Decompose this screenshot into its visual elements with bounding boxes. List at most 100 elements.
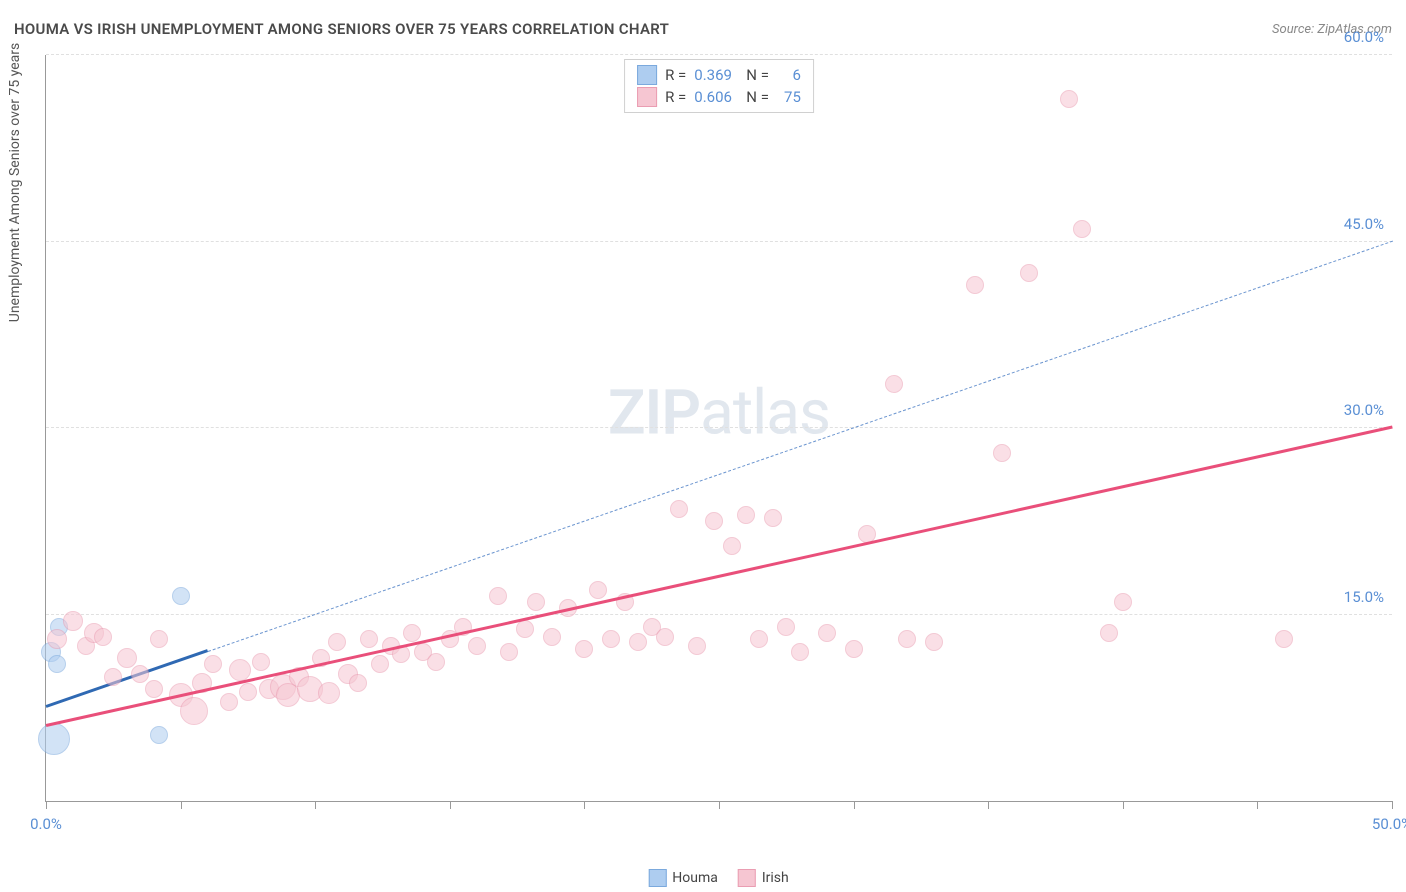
data-point: [360, 630, 378, 648]
data-point: [145, 680, 163, 698]
y-tick-label: 30.0%: [1344, 401, 1384, 419]
data-point: [898, 630, 916, 648]
watermark: ZIPatlas: [608, 377, 830, 450]
x-tick: [1257, 801, 1258, 809]
data-point: [966, 276, 984, 294]
grid-line: [46, 614, 1392, 615]
data-point: [131, 665, 149, 683]
data-point: [220, 693, 238, 711]
data-point: [791, 643, 809, 661]
watermark-atlas: atlas: [700, 377, 830, 450]
x-tick: [854, 801, 855, 809]
data-point: [885, 375, 903, 393]
data-point: [94, 628, 112, 646]
data-point: [47, 629, 67, 649]
x-tick: [450, 801, 451, 809]
chart-title: HOUMA VS IRISH UNEMPLOYMENT AMONG SENIOR…: [14, 20, 669, 38]
data-point: [427, 653, 445, 671]
legend-swatch: [637, 65, 657, 85]
x-tick: [1392, 801, 1393, 809]
data-point: [349, 674, 367, 692]
legend-r-value: 0.369: [694, 66, 738, 84]
y-tick-label: 45.0%: [1344, 215, 1384, 233]
x-tick-label: 0.0%: [30, 815, 62, 833]
data-point: [1073, 220, 1091, 238]
x-tick: [1123, 801, 1124, 809]
data-point: [1060, 90, 1078, 108]
data-point: [993, 444, 1011, 462]
trend-line: [46, 426, 1393, 727]
data-point: [318, 682, 340, 704]
y-axis-title: Unemployment Among Seniors over 75 years: [7, 42, 23, 322]
x-tick: [988, 801, 989, 809]
y-tick-label: 60.0%: [1344, 28, 1384, 46]
data-point: [527, 593, 545, 611]
plot-region: ZIPatlas R = 0.369 N = 6R = 0.606 N = 75 15.0%…: [45, 55, 1392, 802]
y-tick-label: 15.0%: [1344, 588, 1384, 606]
data-point: [500, 643, 518, 661]
watermark-zip: ZIP: [608, 377, 700, 450]
series-name: Irish: [762, 870, 789, 886]
data-point: [1020, 264, 1038, 282]
data-point: [38, 723, 70, 755]
data-point: [371, 655, 389, 673]
data-point: [150, 726, 168, 744]
data-point: [705, 512, 723, 530]
data-point: [589, 581, 607, 599]
data-point: [468, 637, 486, 655]
data-point: [1100, 624, 1118, 642]
grid-line: [46, 427, 1392, 428]
legend-swatch: [637, 87, 657, 107]
legend-n-label: N =: [746, 88, 769, 106]
x-tick: [719, 801, 720, 809]
data-point: [575, 640, 593, 658]
grid-line: [46, 241, 1392, 242]
series-legend: Houma Irish: [648, 869, 789, 887]
legend-r-label: R =: [665, 66, 686, 84]
data-point: [602, 630, 620, 648]
data-point: [723, 537, 741, 555]
legend-n-value: 6: [777, 66, 801, 84]
correlation-legend: R = 0.369 N = 6R = 0.606 N = 75: [624, 59, 814, 113]
data-point: [925, 633, 943, 651]
data-point: [688, 637, 706, 655]
trend-line: [207, 241, 1392, 652]
x-tick: [46, 801, 47, 809]
legend-r-value: 0.606: [694, 88, 738, 106]
data-point: [656, 628, 674, 646]
data-point: [543, 628, 561, 646]
data-point: [239, 683, 257, 701]
legend-swatch: [738, 869, 756, 887]
chart-area: Unemployment Among Seniors over 75 years…: [45, 55, 1392, 852]
data-point: [845, 640, 863, 658]
series-name: Houma: [672, 870, 718, 886]
data-point: [489, 587, 507, 605]
data-point: [180, 697, 208, 725]
data-point: [670, 500, 688, 518]
data-point: [750, 630, 768, 648]
data-point: [629, 633, 647, 651]
legend-n-label: N =: [746, 66, 769, 84]
series-legend-item: Houma: [648, 869, 718, 887]
data-point: [328, 633, 346, 651]
legend-swatch: [648, 869, 666, 887]
data-point: [516, 620, 534, 638]
legend-row: R = 0.369 N = 6: [637, 64, 801, 86]
data-point: [172, 587, 190, 605]
data-point: [777, 618, 795, 636]
data-point: [1114, 593, 1132, 611]
x-tick: [181, 801, 182, 809]
x-tick: [584, 801, 585, 809]
data-point: [403, 624, 421, 642]
grid-line: [46, 54, 1392, 55]
data-point: [764, 509, 782, 527]
series-legend-item: Irish: [738, 869, 789, 887]
data-point: [204, 655, 222, 673]
data-point: [818, 624, 836, 642]
data-point: [150, 630, 168, 648]
x-tick: [315, 801, 316, 809]
legend-n-value: 75: [777, 88, 801, 106]
data-point: [63, 611, 83, 631]
data-point: [104, 668, 122, 686]
data-point: [252, 653, 270, 671]
